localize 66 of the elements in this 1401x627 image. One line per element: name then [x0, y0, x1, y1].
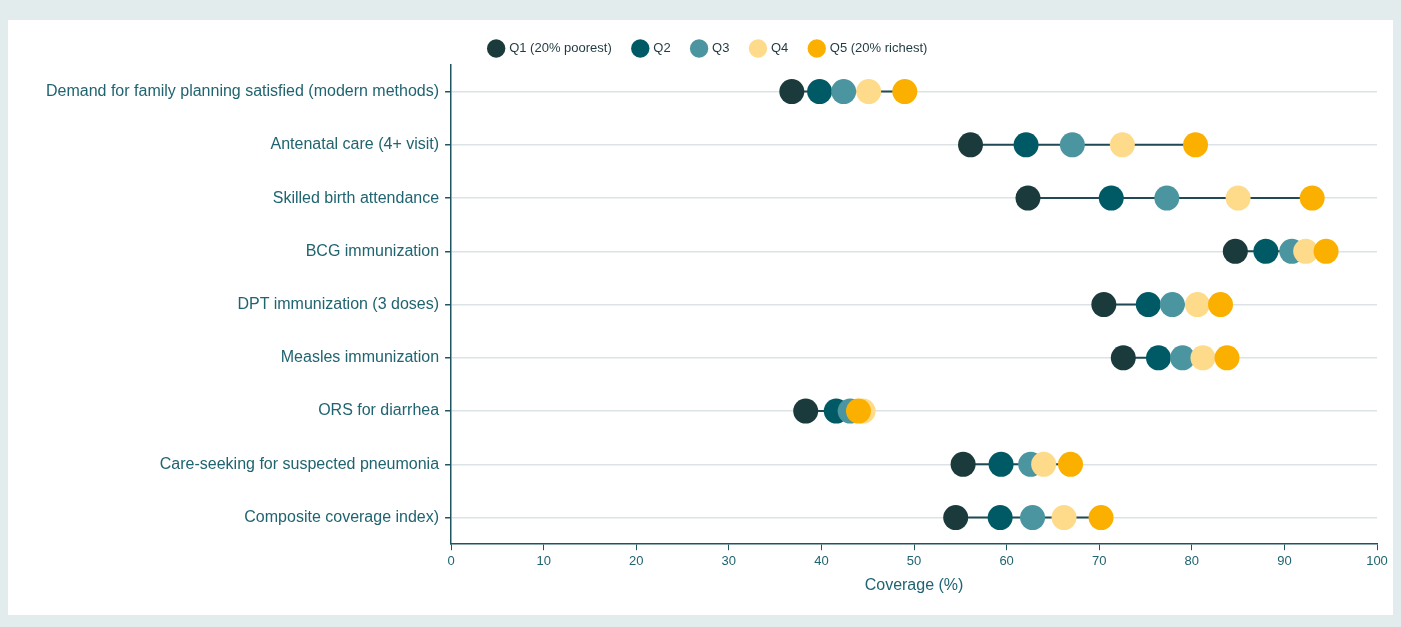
- point: [1135, 292, 1161, 318]
- point: [1059, 132, 1085, 158]
- point: [988, 451, 1014, 477]
- point: [831, 79, 857, 105]
- y-tick-label: ORS for diarrhea: [318, 401, 440, 419]
- x-tick-label: 100: [1366, 552, 1388, 568]
- point: [1013, 132, 1039, 158]
- point: [1225, 185, 1251, 211]
- x-tick-label: 60: [999, 552, 1014, 568]
- point: [1293, 238, 1319, 264]
- point: [1154, 185, 1180, 211]
- point: [779, 79, 805, 105]
- y-tick-label: Skilled birth attendance: [272, 188, 440, 206]
- point: [1183, 132, 1209, 158]
- point: [1299, 185, 1325, 211]
- y-tick-label: Composite coverage index): [244, 507, 440, 525]
- point: [1313, 238, 1339, 264]
- point: [892, 79, 918, 105]
- y-tick-label: Care-seeking for suspected pneumonia: [159, 454, 440, 472]
- point: [1109, 132, 1135, 158]
- point: [1253, 238, 1279, 264]
- y-tick-label: Measles immunization: [280, 348, 440, 366]
- x-tick-label: 20: [629, 552, 644, 568]
- x-tick-label: 10: [536, 552, 551, 568]
- point: [1051, 505, 1077, 531]
- x-tick-label: 70: [1091, 552, 1107, 568]
- point: [1015, 185, 1041, 211]
- x-tick-label: 90: [1277, 552, 1292, 568]
- point: [856, 79, 882, 105]
- legend-label: Q2: [653, 40, 671, 56]
- legend-label: Q1 (20% poorest): [509, 40, 612, 56]
- point: [1208, 292, 1234, 318]
- point: [1184, 292, 1210, 318]
- x-axis-title: Coverage (%): [864, 575, 964, 593]
- x-tick-label: 50: [906, 552, 922, 568]
- point: [1214, 345, 1240, 371]
- point: [1170, 345, 1196, 371]
- point: [950, 451, 976, 477]
- point: [1110, 345, 1136, 371]
- point: [845, 398, 871, 424]
- point: [943, 505, 969, 531]
- point: [1088, 505, 1114, 531]
- point: [1190, 345, 1216, 371]
- x-tick-label: 40: [814, 552, 829, 568]
- point: [1098, 185, 1124, 211]
- legend-label: Q5 (20% richest): [829, 40, 928, 56]
- point: [793, 398, 819, 424]
- y-tick-label: DPT immunization (3 doses): [237, 295, 440, 313]
- point: [1222, 238, 1248, 264]
- point: [987, 505, 1013, 531]
- y-tick-label: Demand for family planning satisfied (modern methods): [45, 82, 440, 100]
- point: [1020, 505, 1046, 531]
- y-tick-label: Antenatal care (4+ visit): [270, 135, 440, 153]
- point: [807, 79, 833, 105]
- point: [1145, 345, 1171, 371]
- point: [958, 132, 984, 158]
- point: [1058, 451, 1084, 477]
- legend-label: Q3: [712, 40, 730, 56]
- x-tick-label: 0: [447, 552, 455, 568]
- x-tick-label: 30: [721, 552, 737, 568]
- x-tick-label: 80: [1184, 552, 1200, 568]
- y-tick-label: BCG immunization: [305, 241, 440, 259]
- point: [1031, 451, 1057, 477]
- point: [1091, 292, 1117, 318]
- legend-label: Q4: [770, 40, 789, 56]
- point: [1159, 292, 1185, 318]
